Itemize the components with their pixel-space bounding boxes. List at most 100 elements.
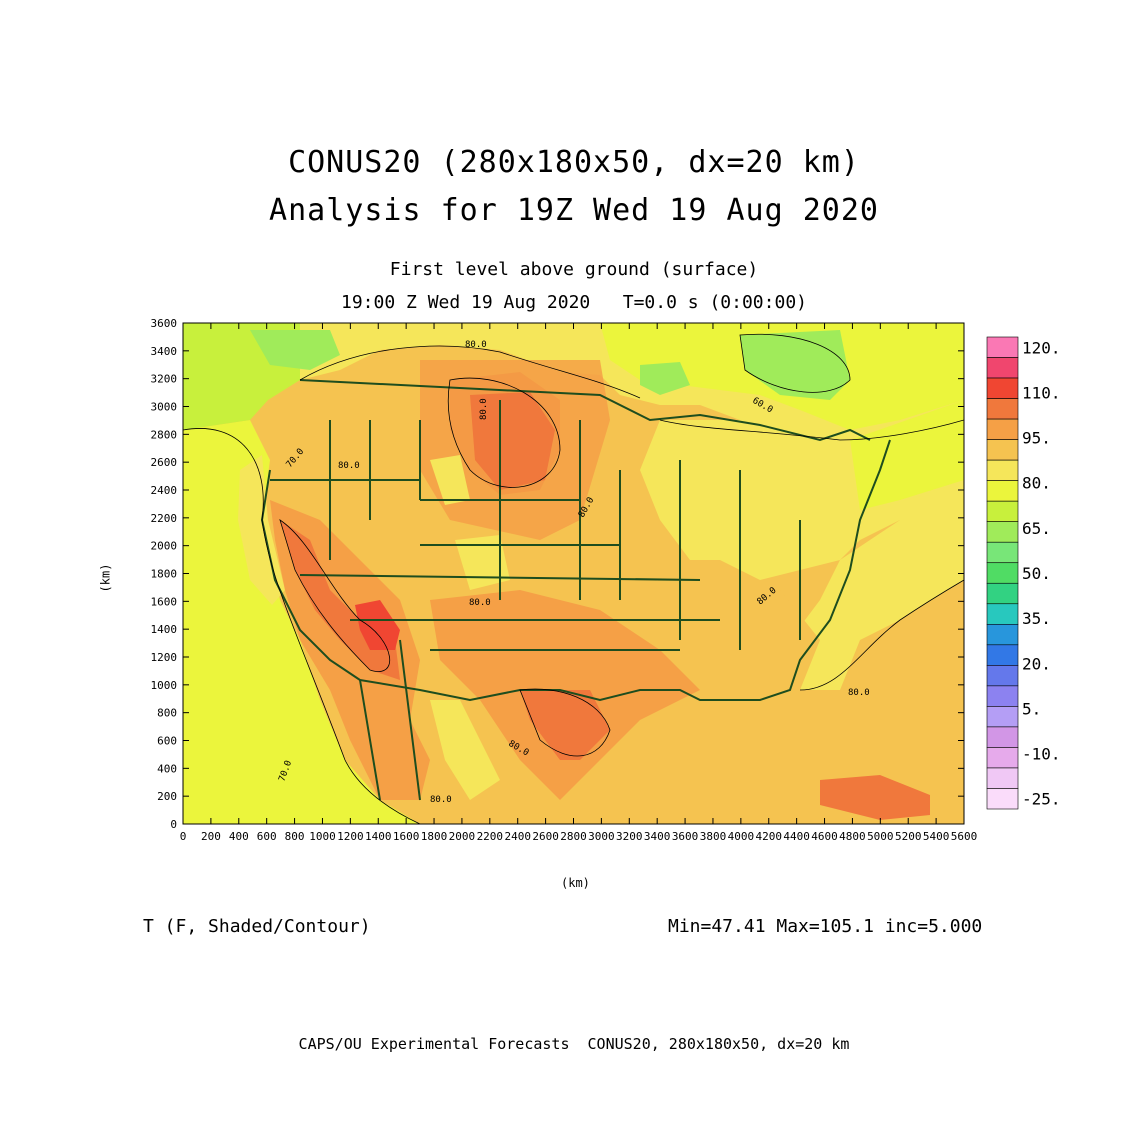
contour-label: 80.0 xyxy=(469,598,491,608)
contour-80-atlantic xyxy=(799,579,964,691)
x-tick-label: 2400 xyxy=(504,830,531,843)
x-tick-label: 4200 xyxy=(756,830,783,843)
colorbar-swatch xyxy=(986,377,1019,399)
colorbar-swatch xyxy=(986,624,1019,646)
temperature-field xyxy=(183,323,964,824)
colorbar-swatch xyxy=(986,767,1019,789)
us-canada-border xyxy=(299,379,871,442)
contour-label: 80.0 xyxy=(465,340,487,350)
colorbar-swatch xyxy=(986,665,1019,687)
colorbar-label: 120. xyxy=(1022,338,1061,357)
contour-80-north xyxy=(299,345,641,399)
gulf-atlantic-coastline xyxy=(359,439,891,702)
contour-label: 80.0 xyxy=(338,461,360,471)
cuba-warm-patch xyxy=(820,775,930,820)
y-tick-label: 3400 xyxy=(151,345,178,358)
colorbar-swatch xyxy=(986,439,1019,461)
y-tick-label: 2200 xyxy=(151,512,178,525)
y-tick-label: 400 xyxy=(157,762,177,775)
colorbar-label: 5. xyxy=(1022,699,1041,718)
political-boundaries xyxy=(260,379,891,801)
colorbar-label: 80. xyxy=(1022,474,1051,493)
x-tick-label: 5000 xyxy=(867,830,894,843)
y-tick-label: 800 xyxy=(157,707,177,720)
colorbar: 120. 110. 95. 80. 65. 50. 35. 20. 5. -10. -25. xyxy=(986,336,1061,810)
colorbar-swatch xyxy=(986,418,1019,440)
x-tick-label: 400 xyxy=(229,830,249,843)
y-tick-label: 1800 xyxy=(151,568,178,581)
colorbar-swatch xyxy=(986,747,1019,769)
colorbar-swatch xyxy=(986,788,1019,810)
colorbar-swatch xyxy=(986,685,1019,707)
y-tick-label: 3600 xyxy=(151,317,178,330)
x-tick-label: 2200 xyxy=(477,830,504,843)
colorbar-swatch xyxy=(986,398,1019,420)
temperature-contours xyxy=(183,333,964,824)
x-tick-label: 2800 xyxy=(560,830,587,843)
x-tick-label: 3400 xyxy=(644,830,671,843)
colorbar-swatch xyxy=(986,644,1019,666)
x-tick-label: 1600 xyxy=(393,830,420,843)
x-tick-label: 3000 xyxy=(588,830,615,843)
dakota-hot-patch xyxy=(470,392,555,490)
contour-95-california xyxy=(279,519,391,672)
state-lines-horizontal xyxy=(270,479,720,651)
colorbar-swatch xyxy=(986,562,1019,584)
x-tick-label: 4600 xyxy=(811,830,838,843)
southeast-fill xyxy=(700,590,820,700)
colorbar-label: 20. xyxy=(1022,654,1051,673)
y-tick-label: 600 xyxy=(157,735,177,748)
x-tick-label: 600 xyxy=(257,830,277,843)
colorbar-swatch xyxy=(986,541,1019,564)
field-description: T (F, Shaded/Contour) xyxy=(143,916,371,937)
y-tick-label: 3200 xyxy=(151,373,178,386)
y-tick-label: 200 xyxy=(157,790,177,803)
y-tick-label: 2600 xyxy=(151,456,178,469)
x-tick-label: 5200 xyxy=(895,830,922,843)
x-tick-label: 3200 xyxy=(616,830,643,843)
y-axis-unit: (km) xyxy=(98,563,113,593)
y-tick-label: 2400 xyxy=(151,484,178,497)
y-tick-label: 1400 xyxy=(151,623,178,636)
y-tick-label: 1200 xyxy=(151,651,178,664)
y-tick-label: 3000 xyxy=(151,401,178,414)
contour-75-northeast xyxy=(659,419,964,441)
x-tick-label: 1800 xyxy=(421,830,448,843)
colorbar-label: -25. xyxy=(1022,790,1061,809)
contour-95-texas xyxy=(519,688,611,757)
x-tick-label: 1000 xyxy=(309,830,336,843)
x-tick-label: 4400 xyxy=(783,830,810,843)
x-axis: 0 200 400 600 800 1000 1200 1400 1600 1800 2000 220… xyxy=(180,323,978,843)
colorbar-swatch xyxy=(986,603,1019,625)
figure-subtitle: Analysis for 19Z Wed 19 Aug 2020 xyxy=(269,193,879,228)
x-tick-label: 800 xyxy=(285,830,305,843)
colorbar-swatch xyxy=(986,706,1019,728)
texas-hot-patch xyxy=(520,690,610,760)
x-tick-label: 2000 xyxy=(449,830,476,843)
colorbar-label: -10. xyxy=(1022,745,1061,764)
colorbar-label: 65. xyxy=(1022,519,1051,538)
y-tick-label: 2000 xyxy=(151,540,178,553)
colorbar-swatch xyxy=(986,726,1019,748)
colorbar-label: 35. xyxy=(1022,609,1051,628)
x-tick-label: 1400 xyxy=(365,830,392,843)
desert-max-patch xyxy=(355,600,400,650)
x-tick-label: 3600 xyxy=(672,830,699,843)
colorbar-swatch xyxy=(986,336,1019,358)
y-tick-label: 0 xyxy=(170,818,177,831)
contour-label: 80.0 xyxy=(479,398,489,420)
x-tick-label: 2600 xyxy=(532,830,559,843)
contour-60-hudson xyxy=(739,333,851,393)
field-statistics: Min=47.41 Max=105.1 inc=5.000 xyxy=(668,916,983,937)
x-tick-label: 5600 xyxy=(951,830,978,843)
x-tick-label: 5400 xyxy=(923,830,950,843)
x-tick-label: 4000 xyxy=(728,830,755,843)
time-label: 19:00 Z Wed 19 Aug 2020 T=0.0 s (0:00:00… xyxy=(341,292,807,313)
bc-cool-patch xyxy=(250,330,340,370)
y-tick-label: 2800 xyxy=(151,428,178,441)
x-tick-label: 3800 xyxy=(700,830,727,843)
colorbar-swatch xyxy=(986,459,1019,481)
y-axis: 0 200 400 600 800 1000 1200 1400 1600 1800 2000 220… xyxy=(151,317,964,831)
y-tick-label: 1000 xyxy=(151,679,178,692)
